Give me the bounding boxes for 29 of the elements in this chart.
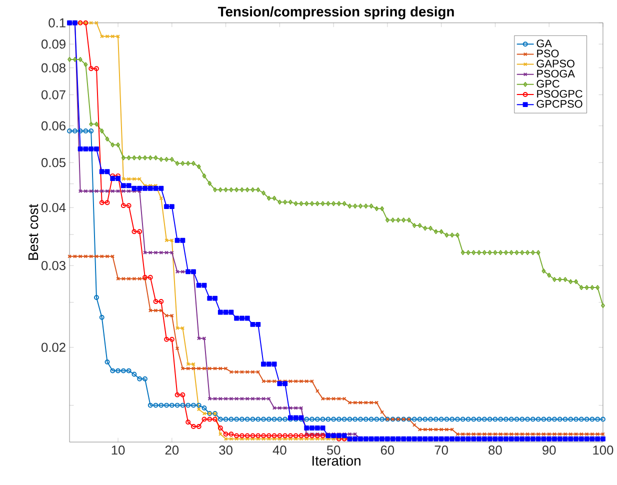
x-tick-label: 60	[380, 446, 394, 455]
y-tick-label: 0.02	[42, 342, 66, 352]
x-tick-label: 80	[488, 446, 502, 455]
y-tick-label: 0.07	[42, 90, 66, 100]
y-tick-label: 0.08	[42, 63, 66, 73]
x-axis-title: Iteration	[312, 456, 360, 466]
y-tick-label: 0.04	[42, 203, 66, 212]
y-tick-label: 0.06	[42, 121, 66, 131]
x-tick-label: 20	[165, 446, 179, 455]
x-tick-label: 10	[112, 446, 125, 455]
y-tick-label: 0.09	[42, 40, 66, 49]
y-axis-title: Best cost	[28, 204, 38, 260]
x-tick-label: 30	[219, 446, 232, 455]
x-tick-label: 100	[593, 446, 614, 455]
y-tick-label: 0.05	[42, 158, 66, 168]
legend-label: GPCPSO	[536, 100, 582, 108]
x-tick-label: 70	[434, 446, 448, 455]
legend-label: GAPSO	[536, 60, 574, 68]
y-tick-label: 0.1	[48, 18, 66, 28]
legend-label: GPC	[536, 80, 560, 88]
legend-label: GA	[536, 40, 552, 48]
x-tick-label: 50	[326, 446, 340, 455]
legend-label: PSOGA	[537, 70, 575, 78]
legend-label: PSOGPC	[537, 90, 582, 98]
legend-label: PSO	[537, 50, 559, 58]
y-tick-label: 0.03	[42, 261, 66, 270]
x-tick-label: 90	[542, 446, 556, 455]
x-tick-label: 40	[272, 446, 286, 455]
chart-title: Tension/compression spring design	[218, 6, 454, 20]
